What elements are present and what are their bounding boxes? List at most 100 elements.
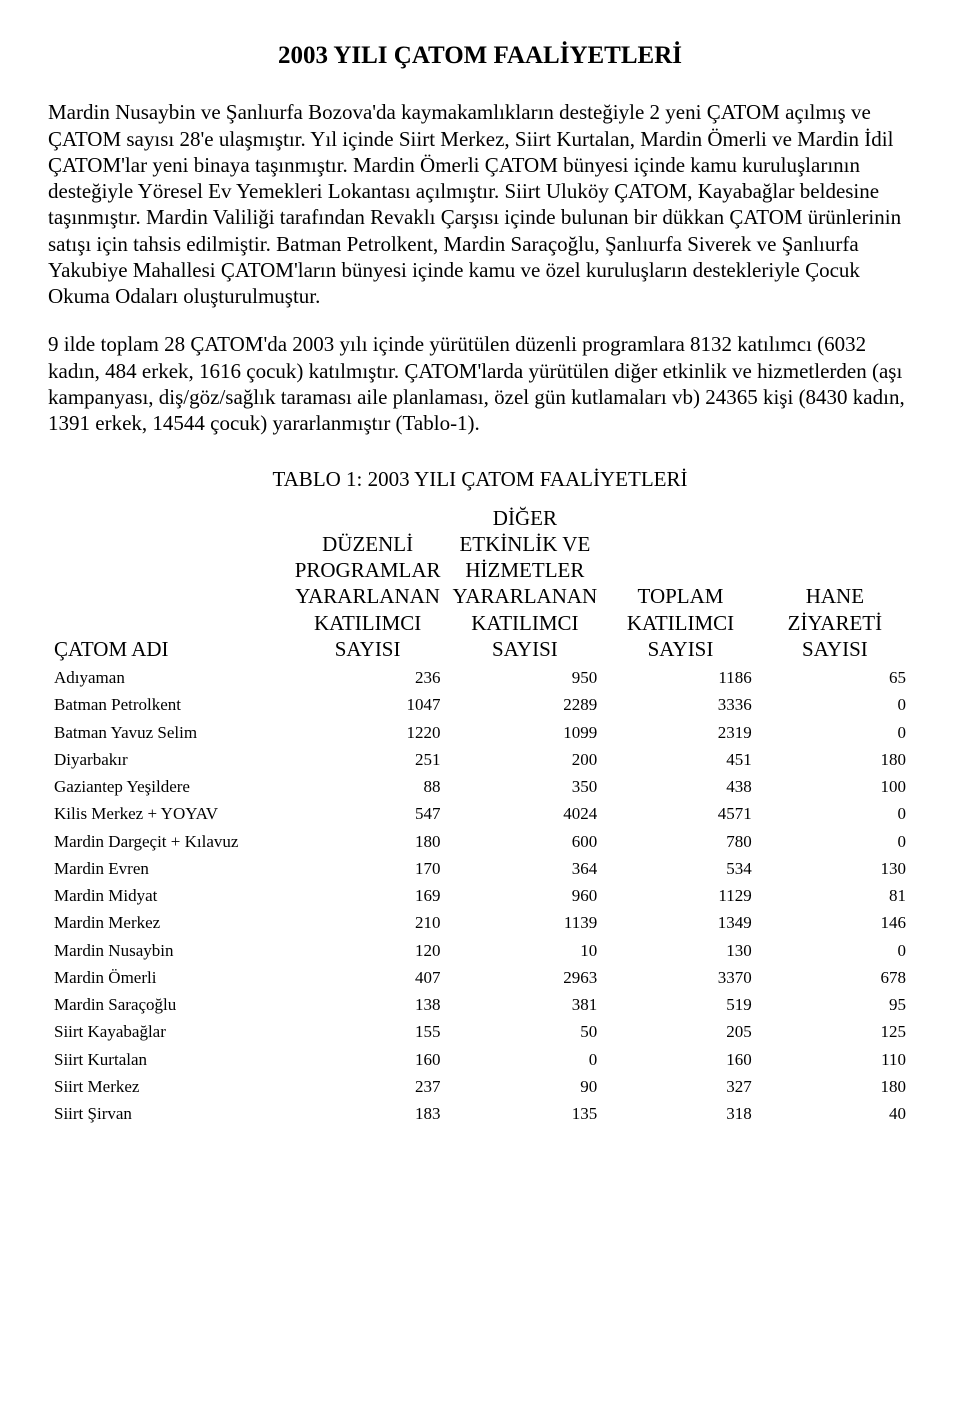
row-value: 81 [758, 882, 912, 909]
col-header-4: HANE ZİYARETİ SAYISI [758, 503, 912, 665]
row-value: 2963 [447, 964, 604, 991]
row-name: Mardin Evren [48, 855, 289, 882]
row-value: 1349 [603, 909, 758, 936]
table-row: Gaziantep Yeşildere88350438100 [48, 773, 912, 800]
table-row: Siirt Kurtalan1600160110 [48, 1046, 912, 1073]
row-value: 95 [758, 991, 912, 1018]
table-row: Mardin Midyat169960112981 [48, 882, 912, 909]
row-value: 146 [758, 909, 912, 936]
row-value: 205 [603, 1018, 758, 1045]
row-value: 407 [289, 964, 447, 991]
row-value: 65 [758, 664, 912, 691]
row-value: 180 [758, 746, 912, 773]
row-value: 180 [289, 828, 447, 855]
row-name: Gaziantep Yeşildere [48, 773, 289, 800]
row-name: Siirt Kurtalan [48, 1046, 289, 1073]
table-row: Batman Yavuz Selim1220109923190 [48, 719, 912, 746]
row-value: 364 [447, 855, 604, 882]
row-value: 130 [758, 855, 912, 882]
row-name: Mardin Merkez [48, 909, 289, 936]
table-row: Mardin Evren170364534130 [48, 855, 912, 882]
row-value: 210 [289, 909, 447, 936]
row-value: 120 [289, 937, 447, 964]
row-name: Batman Yavuz Selim [48, 719, 289, 746]
row-value: 4024 [447, 800, 604, 827]
row-value: 2319 [603, 719, 758, 746]
row-name: Diyarbakır [48, 746, 289, 773]
row-value: 451 [603, 746, 758, 773]
row-value: 110 [758, 1046, 912, 1073]
row-value: 0 [758, 719, 912, 746]
table-row: Siirt Şirvan18313531840 [48, 1100, 912, 1127]
row-name: Mardin Nusaybin [48, 937, 289, 964]
row-value: 0 [758, 800, 912, 827]
table-row: Mardin Nusaybin120101300 [48, 937, 912, 964]
row-value: 1220 [289, 719, 447, 746]
row-value: 519 [603, 991, 758, 1018]
row-name: Adıyaman [48, 664, 289, 691]
row-name: Siirt Merkez [48, 1073, 289, 1100]
row-value: 183 [289, 1100, 447, 1127]
row-value: 438 [603, 773, 758, 800]
row-name: Mardin Ömerli [48, 964, 289, 991]
row-value: 251 [289, 746, 447, 773]
table-row: Mardin Dargeçit + Kılavuz1806007800 [48, 828, 912, 855]
col-header-name: ÇATOM ADI [48, 503, 289, 665]
row-value: 350 [447, 773, 604, 800]
row-value: 135 [447, 1100, 604, 1127]
row-value: 130 [603, 937, 758, 964]
row-value: 180 [758, 1073, 912, 1100]
row-value: 678 [758, 964, 912, 991]
row-name: Mardin Midyat [48, 882, 289, 909]
row-value: 327 [603, 1073, 758, 1100]
table-row: Kilis Merkez + YOYAV547402445710 [48, 800, 912, 827]
row-value: 318 [603, 1100, 758, 1127]
row-value: 160 [289, 1046, 447, 1073]
paragraph-1: Mardin Nusaybin ve Şanlıurfa Bozova'da k… [48, 99, 912, 309]
row-value: 88 [289, 773, 447, 800]
row-value: 40 [758, 1100, 912, 1127]
row-value: 547 [289, 800, 447, 827]
row-value: 0 [758, 937, 912, 964]
table-header-row: ÇATOM ADI DÜZENLİ PROGRAMLAR YARARLANAN … [48, 503, 912, 665]
row-value: 169 [289, 882, 447, 909]
col-header-2: DİĞER ETKİNLİK VE HİZMETLER YARARLANAN K… [447, 503, 604, 665]
row-value: 600 [447, 828, 604, 855]
row-value: 100 [758, 773, 912, 800]
table-row: Siirt Merkez23790327180 [48, 1073, 912, 1100]
row-value: 236 [289, 664, 447, 691]
row-value: 0 [758, 691, 912, 718]
row-value: 0 [447, 1046, 604, 1073]
row-value: 4571 [603, 800, 758, 827]
row-value: 155 [289, 1018, 447, 1045]
row-value: 160 [603, 1046, 758, 1073]
table-row: Mardin Saraçoğlu13838151995 [48, 991, 912, 1018]
row-value: 10 [447, 937, 604, 964]
row-value: 237 [289, 1073, 447, 1100]
table-row: Adıyaman236950118665 [48, 664, 912, 691]
table-row: Diyarbakır251200451180 [48, 746, 912, 773]
row-name: Kilis Merkez + YOYAV [48, 800, 289, 827]
table-title: TABLO 1: 2003 YILI ÇATOM FAALİYETLERİ [48, 466, 912, 492]
row-name: Siirt Şirvan [48, 1100, 289, 1127]
row-value: 200 [447, 746, 604, 773]
table-row: Siirt Kayabağlar15550205125 [48, 1018, 912, 1045]
catom-table: ÇATOM ADI DÜZENLİ PROGRAMLAR YARARLANAN … [48, 503, 912, 1128]
row-name: Mardin Saraçoğlu [48, 991, 289, 1018]
row-value: 1047 [289, 691, 447, 718]
col-header-3: TOPLAM KATILIMCI SAYISI [603, 503, 758, 665]
row-value: 1139 [447, 909, 604, 936]
row-value: 950 [447, 664, 604, 691]
row-value: 0 [758, 828, 912, 855]
row-value: 2289 [447, 691, 604, 718]
row-value: 170 [289, 855, 447, 882]
row-value: 50 [447, 1018, 604, 1045]
table-row: Mardin Ömerli40729633370678 [48, 964, 912, 991]
row-value: 381 [447, 991, 604, 1018]
paragraph-2: 9 ilde toplam 28 ÇATOM'da 2003 yılı için… [48, 331, 912, 436]
row-value: 780 [603, 828, 758, 855]
row-value: 534 [603, 855, 758, 882]
row-value: 1129 [603, 882, 758, 909]
col-header-1: DÜZENLİ PROGRAMLAR YARARLANAN KATILIMCI … [289, 503, 447, 665]
row-name: Mardin Dargeçit + Kılavuz [48, 828, 289, 855]
